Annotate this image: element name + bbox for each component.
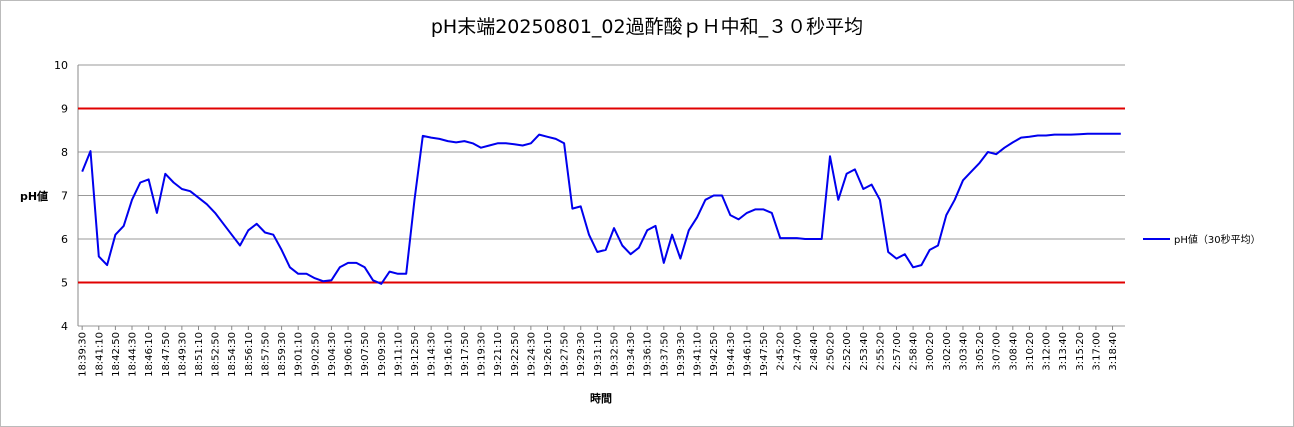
x-tick-label: 19:24:30 [526, 332, 537, 377]
x-tick-label: 18:51:10 [194, 332, 205, 377]
legend-label: pH値（30秒平均） [1174, 233, 1261, 246]
x-tick-label: 18:54:30 [227, 332, 238, 377]
x-tick-label: 19:32:50 [609, 332, 620, 377]
x-tick-label: 19:07:50 [360, 332, 371, 377]
x-tick-label: 19:14:30 [427, 332, 438, 377]
y-tick-label: 5 [61, 277, 68, 290]
x-tick-label: 19:29:30 [576, 332, 587, 377]
x-tick-label: 19:16:10 [443, 332, 454, 377]
x-tick-label: 19:09:30 [377, 332, 388, 377]
x-tick-label: 3:15:20 [1075, 332, 1086, 371]
x-tick-label: 19:22:50 [510, 332, 521, 377]
x-tick-label: 19:01:10 [294, 332, 305, 377]
x-tick-label: 18:41:10 [94, 332, 105, 377]
x-tick-label: 19:04:30 [327, 332, 338, 377]
x-tick-label: 2:58:40 [909, 332, 920, 371]
x-tick-label: 19:39:30 [676, 332, 687, 377]
x-tick-label: 19:02:50 [310, 332, 321, 377]
x-tick-label: 3:05:20 [975, 332, 986, 371]
x-tick-label: 19:44:30 [726, 332, 737, 377]
x-tick-label: 2:47:00 [792, 332, 803, 371]
data-line [81, 132, 1121, 285]
x-tick-label: 3:10:20 [1025, 332, 1036, 371]
x-tick-label: 18:57:50 [260, 332, 271, 377]
x-tick-label: 2:45:20 [776, 332, 787, 371]
x-tick-label: 3:12:00 [1042, 332, 1053, 371]
x-tick-label: 19:21:10 [493, 332, 504, 377]
x-tick-label: 19:36:10 [643, 332, 654, 377]
x-tick-label: 19:27:50 [560, 332, 571, 377]
x-tick-label: 18:49:30 [177, 332, 188, 377]
x-tick-label: 18:44:30 [128, 332, 139, 377]
x-tick-label: 19:12:50 [410, 332, 421, 377]
x-tick-label: 2:53:40 [859, 332, 870, 371]
x-tick-label: 19:17:50 [460, 332, 471, 377]
x-tick-label: 2:55:20 [875, 332, 886, 371]
x-axis-label: 時間 [590, 391, 612, 405]
x-tick-label: 19:19:30 [477, 332, 488, 377]
x-tick-label: 3:17:00 [1091, 332, 1102, 371]
y-tick-label: 6 [61, 233, 68, 246]
x-tick-label: 19:11:10 [393, 332, 404, 377]
x-tick-label: 18:39:30 [78, 332, 89, 377]
x-tick-label: 3:03:40 [958, 332, 969, 371]
x-tick-label: 19:41:10 [693, 332, 704, 377]
x-tick-label: 2:52:00 [842, 332, 853, 371]
y-tick-label: 8 [61, 146, 68, 159]
x-tick-label: 18:52:50 [211, 332, 222, 377]
x-tick-label: 19:34:30 [626, 332, 637, 377]
y-tick-label: 10 [54, 59, 68, 72]
x-tick-label: 19:06:10 [344, 332, 355, 377]
x-tick-label: 18:42:50 [111, 332, 122, 377]
x-tick-label: 18:46:10 [144, 332, 155, 377]
y-tick-label: 9 [61, 103, 68, 116]
x-tick-label: 3:02:00 [942, 332, 953, 371]
chart-title: pH末端20250801_02過酢酸ｐＨ中和_３０秒平均 [431, 16, 863, 38]
x-tick-label: 3:08:40 [1008, 332, 1019, 371]
x-tick-label: 18:47:50 [161, 332, 172, 377]
x-tick-label: 19:47:50 [759, 332, 770, 377]
x-tick-label: 2:48:40 [809, 332, 820, 371]
x-tick-label: 19:31:10 [593, 332, 604, 377]
x-tick-label: 19:42:50 [709, 332, 720, 377]
x-tick-label: 2:50:20 [826, 332, 837, 371]
x-tick-label: 3:07:00 [992, 332, 1003, 371]
y-tick-label: 4 [61, 320, 68, 333]
x-tick-label: 19:26:10 [543, 332, 554, 377]
x-tick-label: 2:57:00 [892, 332, 903, 371]
y-axis-label: pH値 [20, 189, 48, 203]
x-tick-label: 18:59:30 [277, 332, 288, 377]
y-tick-label: 7 [61, 190, 68, 203]
x-tick-label: 3:00:20 [925, 332, 936, 371]
x-tick-label: 3:18:40 [1108, 332, 1119, 371]
x-tick-label: 3:13:40 [1058, 332, 1069, 371]
x-tick-label: 19:46:10 [742, 332, 753, 377]
x-tick-label: 18:56:10 [244, 332, 255, 377]
x-tick-label: 19:37:50 [659, 332, 670, 377]
